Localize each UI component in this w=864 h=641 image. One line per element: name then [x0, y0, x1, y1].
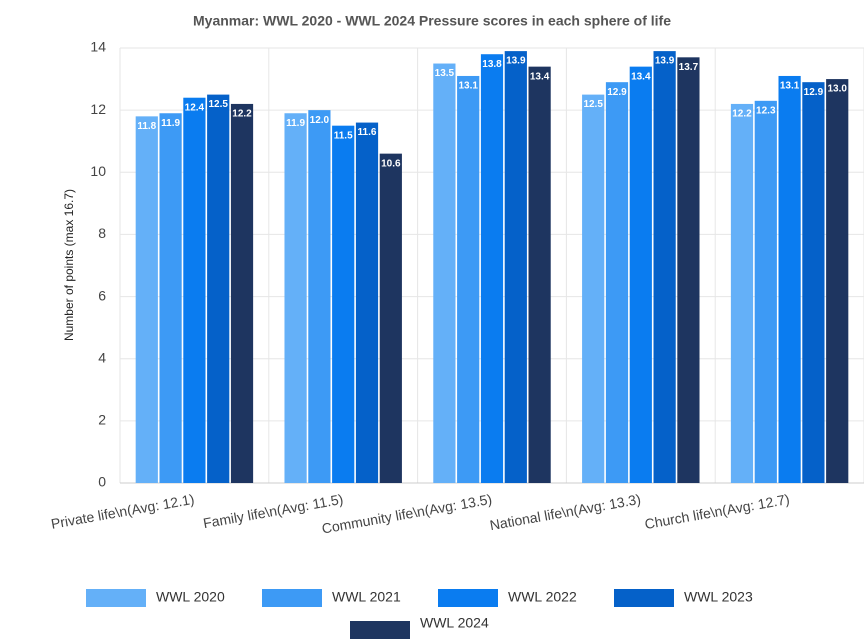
value-label: 12.9 — [607, 87, 627, 98]
bar — [230, 103, 254, 483]
legend-label: WWL 2024 — [420, 615, 489, 631]
legend-swatch — [262, 589, 322, 607]
value-label: 13.0 — [827, 84, 847, 95]
y-tick-label: 12 — [90, 101, 106, 117]
y-tick-label: 4 — [98, 349, 106, 365]
legend-swatch — [86, 589, 146, 607]
value-label: 12.3 — [756, 105, 776, 116]
bar — [480, 54, 504, 483]
x-tick-label: Private life\n(Avg: 12.1) — [50, 491, 196, 532]
value-label: 13.1 — [458, 81, 478, 92]
legend-label: WWL 2023 — [684, 589, 753, 605]
bar — [135, 116, 158, 483]
x-tick-label: Church life\n(Avg: 12.7) — [643, 491, 790, 532]
bar — [183, 97, 206, 483]
y-axis-label: Number of points (max 16.7) — [62, 189, 76, 341]
bar — [730, 103, 754, 483]
value-label: 13.5 — [435, 68, 455, 79]
y-tick-label: 14 — [90, 39, 106, 55]
value-label: 12.2 — [232, 109, 252, 120]
bar — [379, 153, 402, 483]
value-label: 12.0 — [310, 115, 330, 126]
legend-label: WWL 2022 — [508, 589, 577, 605]
bar — [754, 100, 777, 484]
value-label: 13.1 — [780, 81, 800, 92]
legend-label: WWL 2021 — [332, 589, 401, 605]
value-label: 11.9 — [161, 118, 180, 129]
value-label: 11.9 — [286, 118, 305, 129]
value-label: 12.5 — [583, 99, 603, 110]
chart-title: Myanmar: WWL 2020 - WWL 2024 Pressure sc… — [193, 13, 671, 29]
legend-swatch — [350, 621, 410, 639]
value-label: 11.5 — [334, 130, 353, 141]
y-tick-label: 0 — [98, 474, 106, 490]
value-label: 12.5 — [208, 99, 228, 110]
bar — [284, 113, 307, 483]
bar — [528, 66, 551, 484]
y-tick-label: 10 — [90, 163, 106, 179]
value-label: 13.8 — [482, 59, 502, 70]
legend-label: WWL 2020 — [156, 589, 225, 605]
value-label: 13.9 — [506, 56, 526, 67]
bar — [629, 66, 652, 484]
value-label: 13.4 — [530, 71, 550, 82]
bar — [159, 113, 182, 483]
y-tick-label: 8 — [98, 225, 106, 241]
bar — [433, 63, 456, 484]
y-tick-label: 2 — [98, 412, 106, 428]
value-label: 12.2 — [732, 109, 752, 120]
bar — [826, 79, 849, 484]
legend-swatch — [438, 589, 498, 607]
value-label: 13.7 — [679, 62, 699, 73]
bar — [308, 110, 331, 484]
value-label: 11.8 — [137, 121, 156, 132]
value-label: 10.6 — [381, 158, 401, 169]
bar — [582, 94, 605, 483]
bar — [332, 125, 355, 483]
value-label: 12.4 — [185, 102, 205, 113]
bar — [605, 82, 629, 483]
bar — [653, 51, 676, 483]
y-tick-label: 6 — [98, 287, 106, 303]
bar — [677, 57, 700, 483]
value-label: 13.9 — [655, 56, 675, 67]
bar — [802, 82, 825, 483]
value-label: 11.6 — [358, 127, 377, 138]
legend-swatch — [614, 589, 674, 607]
bar — [504, 51, 527, 483]
x-tick-label: Community life\n(Avg: 13.5) — [321, 491, 494, 537]
value-label: 12.9 — [804, 87, 824, 98]
value-label: 13.4 — [631, 71, 651, 82]
bar — [355, 122, 379, 484]
bar — [457, 75, 480, 483]
bar — [207, 94, 230, 483]
bar — [778, 75, 801, 483]
x-tick-label: National life\n(Avg: 13.3) — [488, 491, 642, 533]
